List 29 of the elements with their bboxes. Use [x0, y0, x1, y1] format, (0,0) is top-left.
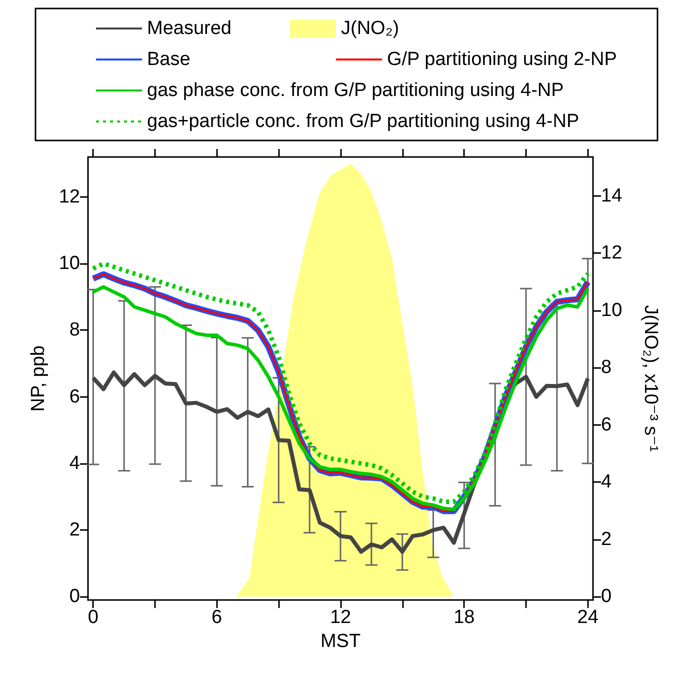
legend-label: J(NO₂): [341, 18, 400, 39]
y-tick-label: 4: [69, 452, 80, 474]
legend-label: Measured: [147, 18, 232, 39]
legend-label: gas phase conc. from G/P partitioning using 4-NP: [147, 80, 564, 101]
y2-tick-label: 4: [601, 472, 612, 493]
y2-tick-label: 14: [601, 185, 623, 206]
legend-label: gas+particle conc. from G/P partitioning using 4-NP: [147, 111, 580, 132]
y-tick-label: 8: [69, 320, 80, 341]
y2-axis-title: J(NO₂), x10⁻³ s⁻¹: [640, 305, 661, 452]
y2-tick-label: 8: [601, 357, 612, 378]
y2-tick-label: 2: [601, 528, 612, 550]
y2-tick-label: 12: [601, 242, 622, 264]
y2-tick-label: 10: [601, 300, 622, 321]
y-tick-label: 2: [69, 520, 80, 541]
y-tick-label: 0: [69, 586, 80, 608]
y2-tick-label: 6: [601, 414, 612, 436]
x-tick-label: 0: [88, 607, 98, 628]
y-tick-label: 10: [58, 253, 80, 274]
x-tick-label: 18: [454, 607, 475, 628]
legend-label: G/P partitioning using 2-NP: [387, 49, 617, 70]
x-tick-label: 12: [330, 607, 352, 628]
y-axis-title: NP, ppb: [28, 345, 49, 412]
y2-tick-label: 0: [601, 586, 612, 608]
x-axis-title: MST: [320, 631, 361, 652]
y-tick-label: 6: [69, 386, 80, 408]
x-tick-label: 6: [212, 607, 222, 628]
y-tick-label: 12: [58, 186, 80, 208]
x-tick-label: 24: [577, 607, 599, 628]
legend-label: Base: [147, 49, 190, 70]
